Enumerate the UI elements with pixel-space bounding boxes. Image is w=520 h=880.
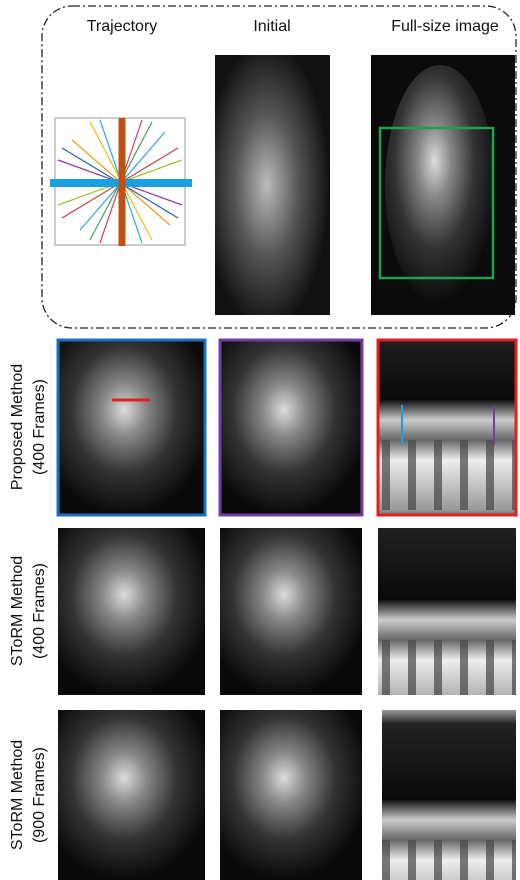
row-label: Proposed Method: [9, 364, 26, 490]
image-storm400-b: [220, 528, 362, 695]
row-label: SToRM Method: [9, 556, 26, 666]
image-storm900-b: [220, 710, 362, 880]
trajectory-plot: [50, 118, 192, 246]
image-proposed-b: [220, 340, 362, 515]
image-proposed-mmode: [378, 340, 516, 515]
image-proposed-a: [58, 340, 205, 515]
figure: Trajectory Initial Full-size image Propo…: [0, 0, 520, 880]
column-title: Trajectory: [87, 18, 158, 35]
image-storm400-mmode: [378, 528, 516, 695]
row-sublabel: (900 Frames): [31, 747, 48, 843]
row-label: SToRM Method: [9, 740, 26, 850]
image-full: [371, 55, 515, 315]
image-storm900-mmode: [382, 710, 516, 880]
image-storm400-a: [58, 528, 205, 695]
row-sublabel: (400 Frames): [31, 379, 48, 475]
image-initial: [215, 55, 330, 315]
row-sublabel: (400 Frames): [31, 563, 48, 659]
column-title: Initial: [253, 18, 290, 35]
column-title: Full-size image: [391, 18, 499, 35]
image-storm900-a: [58, 710, 205, 880]
